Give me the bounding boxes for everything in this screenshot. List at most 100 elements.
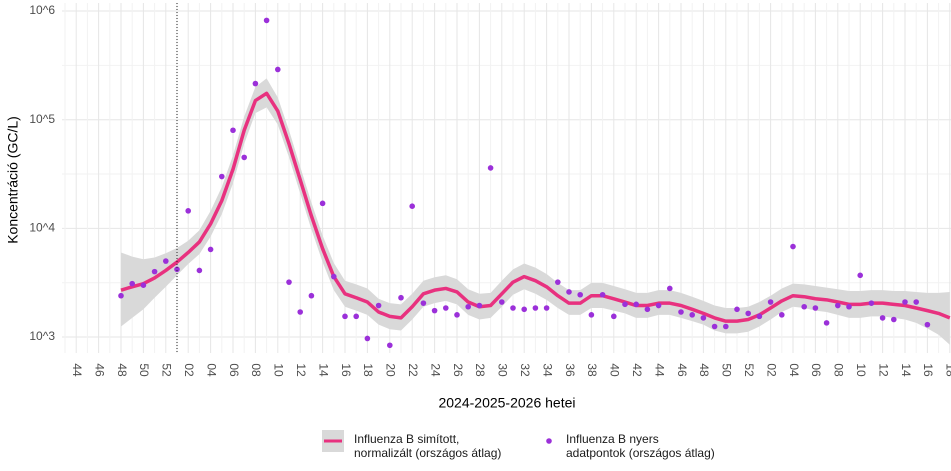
x-tick-label: 08	[249, 363, 263, 377]
x-tick-label: 36	[563, 363, 577, 377]
data-point	[823, 320, 830, 326]
x-tick-label: 44	[652, 363, 666, 377]
x-tick-label: 16	[339, 363, 353, 377]
data-point	[487, 165, 494, 171]
data-point	[611, 313, 617, 320]
data-point	[118, 292, 124, 299]
data-point	[913, 299, 919, 305]
x-tick-label: 18	[361, 363, 375, 377]
data-point	[891, 316, 897, 323]
data-point	[543, 305, 550, 311]
x-tick-label: 42	[630, 363, 644, 377]
legend-dot	[546, 438, 552, 444]
x-tick-label: 32	[518, 363, 532, 377]
data-point	[286, 279, 292, 285]
data-point	[275, 66, 281, 73]
y-axis-title: Koncentráció (GC/L)	[5, 116, 21, 244]
legend	[322, 430, 552, 452]
x-tick-label: 46	[675, 363, 689, 377]
x-tick-label: 10	[854, 363, 868, 377]
data-point	[510, 305, 516, 311]
data-point	[588, 312, 595, 318]
data-point	[163, 258, 169, 264]
data-point	[140, 282, 147, 288]
x-tick-label: 40	[608, 363, 622, 377]
data-point	[319, 200, 326, 207]
x-tick-label: 14	[899, 363, 913, 377]
x-tick-label: 20	[384, 363, 398, 377]
y-tick-label: 10^3	[29, 329, 55, 343]
data-point	[499, 299, 505, 305]
data-point	[924, 321, 931, 328]
x-tick-label: 10	[272, 363, 286, 377]
data-point	[734, 306, 740, 313]
x-tick-label: 16	[921, 363, 935, 377]
data-point	[465, 303, 472, 310]
data-point	[241, 154, 247, 161]
data-point	[667, 285, 673, 292]
x-tick-label: 04	[787, 363, 801, 377]
data-point	[521, 306, 527, 313]
data-point	[431, 307, 438, 314]
data-point	[756, 313, 763, 320]
data-point	[779, 312, 785, 318]
data-point	[846, 303, 852, 310]
legend-label: Influenza B nyers adatpontok (országos á…	[566, 432, 715, 460]
data-point	[207, 246, 214, 253]
x-tick-label: 44	[70, 363, 84, 377]
data-point	[454, 312, 460, 318]
data-point	[599, 291, 606, 298]
x-tick-label: 50	[137, 363, 151, 377]
data-point	[555, 279, 561, 285]
data-point	[443, 305, 449, 311]
data-point	[387, 342, 393, 349]
x-tick-label: 46	[92, 363, 106, 377]
confidence-band	[121, 78, 950, 345]
x-tick-label: 06	[809, 363, 823, 377]
data-point	[711, 323, 718, 330]
x-tick-label: 02	[764, 363, 778, 377]
data-point	[655, 302, 662, 309]
y-tick-label: 10^4	[29, 221, 55, 235]
x-tick-label: 26	[451, 363, 465, 377]
data-point	[230, 127, 236, 134]
x-tick-label: 34	[540, 363, 554, 377]
x-tick-label: 18	[944, 363, 951, 377]
x-tick-label: 24	[428, 363, 442, 377]
x-tick-label: 48	[115, 363, 129, 377]
data-point	[532, 305, 539, 311]
data-point	[297, 309, 304, 315]
plot-area	[118, 17, 951, 349]
data-point	[879, 315, 886, 321]
data-point	[375, 302, 382, 309]
data-point	[476, 302, 483, 309]
data-point	[151, 268, 158, 275]
data-point	[308, 292, 315, 299]
data-point	[700, 315, 707, 321]
x-axis-title: 2024-2025-2026 hetei	[438, 395, 575, 411]
x-tick-label: 28	[473, 363, 487, 377]
data-point	[398, 294, 404, 301]
data-point	[801, 303, 807, 310]
data-point	[331, 273, 337, 280]
x-tick-label: 38	[585, 363, 599, 377]
data-point	[745, 310, 751, 317]
data-point	[678, 309, 684, 315]
data-point	[767, 299, 774, 305]
data-point	[577, 291, 583, 298]
x-tick-label: 04	[204, 363, 218, 377]
data-point	[902, 299, 908, 305]
data-point	[263, 17, 270, 24]
x-tick-label: 12	[876, 363, 890, 377]
y-tick-label: 10^5	[29, 112, 55, 126]
data-point	[857, 272, 863, 279]
x-tick-label: 06	[227, 363, 241, 377]
data-point	[196, 267, 203, 274]
data-point	[129, 280, 135, 287]
x-tick-label: 52	[742, 363, 756, 377]
x-tick-label: 48	[697, 363, 711, 377]
data-point	[353, 313, 360, 320]
data-point	[174, 266, 180, 273]
data-point	[689, 312, 695, 318]
